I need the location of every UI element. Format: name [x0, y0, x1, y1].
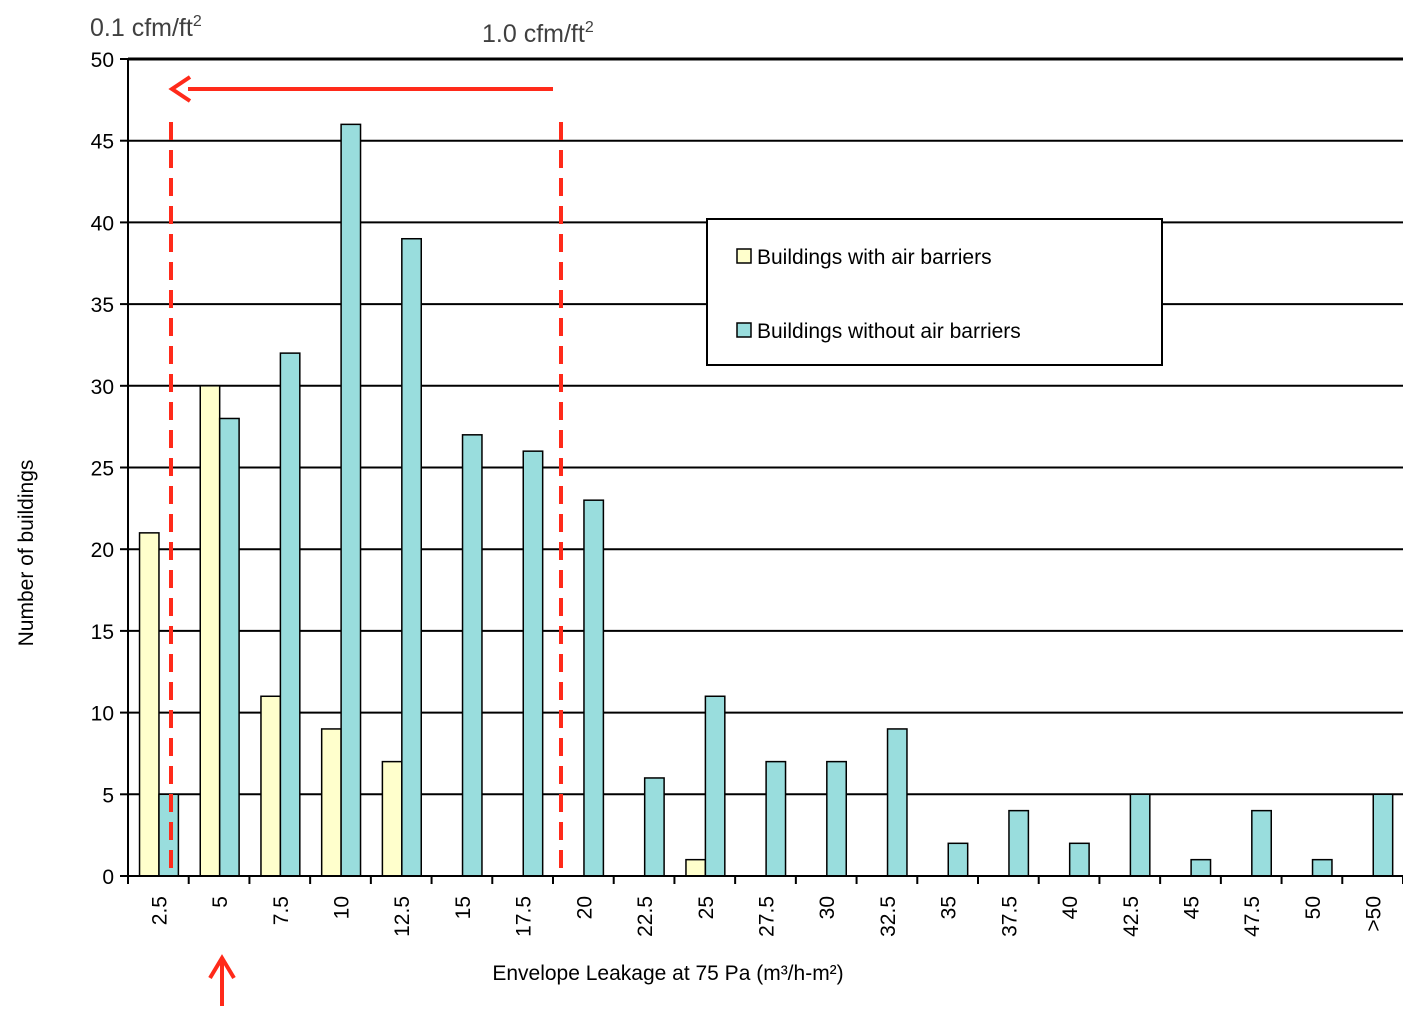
bar-without-air-barriers	[218, 417, 240, 877]
x-tick-label: 50	[1302, 896, 1325, 919]
legend-label-with-air-barriers: Buildings with air barriers	[757, 246, 992, 269]
y-tick-label: 25	[91, 458, 114, 481]
x-tick-label: 5	[209, 896, 232, 908]
bar-with-air-barriers	[138, 532, 160, 877]
x-tick-label: 40	[1059, 896, 1082, 919]
y-axis-title: Number of buildings	[15, 460, 38, 647]
x-tick-label: 45	[1181, 896, 1204, 919]
x-tick-label: 17.5	[513, 896, 536, 937]
bar-without-air-barriers	[643, 777, 665, 877]
y-tick-label: 40	[91, 212, 114, 235]
x-tick-label: 35	[938, 896, 961, 919]
bar-without-air-barriers	[279, 352, 301, 877]
bar-with-air-barriers	[199, 385, 221, 877]
legend-swatch-without-air-barriers	[736, 322, 752, 338]
bar-without-air-barriers	[704, 695, 726, 877]
y-ticks: 0 5 10 15 20 25 30 35 40 45 50	[91, 49, 128, 889]
y-tick-label: 45	[91, 131, 114, 154]
bar-without-air-barriers	[1008, 809, 1030, 877]
bar-without-air-barriers	[1190, 858, 1212, 877]
y-tick-label: 15	[91, 621, 114, 644]
right-threshold-label: 1.0 cfm/ft2	[482, 19, 594, 48]
bar-without-air-barriers	[522, 450, 544, 877]
x-tick-label: 7.5	[270, 896, 293, 925]
x-tick-label: 15	[452, 896, 475, 919]
bar-without-air-barriers	[158, 793, 180, 877]
legend-label-without-air-barriers: Buildings without air barriers	[757, 320, 1021, 343]
y-tick-label: 50	[91, 49, 114, 72]
x-tick-label: 2.5	[148, 896, 171, 925]
x-tick-label: 27.5	[756, 896, 779, 937]
x-tick-label: >50	[1363, 896, 1386, 932]
bottom-arrow-head	[208, 954, 236, 980]
legend: Buildings with air barriers Buildings wi…	[706, 218, 1163, 366]
bar-without-air-barriers	[461, 434, 483, 877]
y-tick-label: 5	[102, 784, 114, 807]
y-tick-label: 10	[91, 703, 114, 726]
x-tick-label: 25	[695, 896, 718, 919]
x-tick-label: 42.5	[1120, 896, 1143, 937]
x-tick-label: 12.5	[391, 896, 414, 937]
bar-without-air-barriers	[1129, 793, 1151, 877]
bar-with-air-barriers	[260, 695, 282, 877]
x-tick-label: 32.5	[877, 896, 900, 937]
legend-box	[706, 218, 1163, 366]
x-axis-title: Envelope Leakage at 75 Pa (m³/h-m²)	[492, 962, 843, 985]
x-tick-label: 37.5	[998, 896, 1021, 937]
bar-with-air-barriers	[685, 858, 707, 877]
left-threshold-label: 0.1 cfm/ft2	[90, 13, 202, 42]
bar-without-air-barriers	[947, 842, 969, 877]
bar-with-air-barriers	[381, 760, 403, 877]
bar-without-air-barriers	[340, 123, 362, 877]
bar-without-air-barriers	[401, 237, 423, 877]
bar-without-air-barriers	[1311, 858, 1333, 877]
x-ticks: 2.5 5 7.5 10 12.5 15 17.5 20 22.5 25 27.5 30 32.5 35 3…	[127, 876, 1403, 937]
bar-without-air-barriers	[1068, 842, 1090, 877]
y-tick-label: 30	[91, 376, 114, 399]
bar-with-air-barriers	[320, 728, 342, 877]
bar-without-air-barriers	[1251, 809, 1272, 877]
y-tick-label: 0	[102, 866, 114, 889]
x-tick-label: 22.5	[634, 896, 657, 937]
x-tick-label: 10	[331, 896, 354, 919]
threshold-annotations: 0.1 cfm/ft2 1.0 cfm/ft2	[90, 13, 594, 1006]
x-tick-label: 30	[816, 896, 839, 919]
bar-without-air-barriers	[826, 760, 847, 877]
bar-without-air-barriers	[583, 499, 605, 877]
x-tick-label: 20	[573, 896, 596, 919]
bar-without-air-barriers	[1372, 793, 1394, 877]
range-arrow-head	[168, 75, 192, 103]
y-tick-label: 35	[91, 294, 114, 317]
bar-without-air-barriers	[765, 760, 787, 877]
bar-without-air-barriers	[886, 728, 908, 877]
x-tick-label: 47.5	[1241, 896, 1264, 937]
y-tick-label: 20	[91, 539, 114, 562]
legend-swatch-with-air-barriers	[736, 248, 752, 264]
